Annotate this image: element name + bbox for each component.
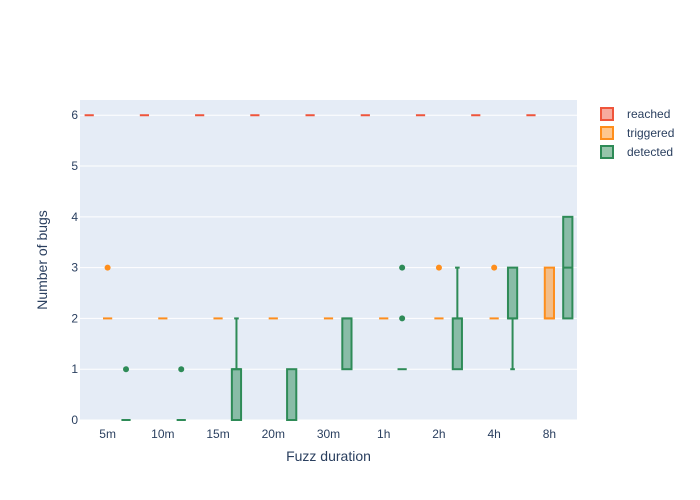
detected-box (286, 368, 298, 422)
legend-item-reached: reached (600, 107, 670, 121)
x-tick-label: 4h (487, 427, 500, 441)
x-tick-label: 20m (262, 427, 285, 441)
legend-item-detected: detected (600, 145, 673, 159)
x-axis-ticks: 5m 10m 15m 20m 30m 1h 2h 4h 8h (99, 427, 556, 441)
box-body (341, 317, 353, 371)
detected-box (176, 366, 186, 421)
y-tick-label: 3 (71, 261, 78, 275)
triggered-box (543, 266, 555, 320)
detected-box (451, 266, 463, 371)
outlier-point (435, 264, 442, 271)
legend-swatch (600, 145, 614, 159)
legend: reached triggered detected (600, 107, 674, 159)
y-axis-title: Number of bugs (34, 210, 50, 310)
outlier-point (491, 264, 498, 271)
box-body (543, 266, 555, 320)
y-axis-ticks: 0 1 2 3 4 5 6 (71, 108, 78, 427)
legend-label: detected (627, 145, 673, 159)
detected-box (121, 366, 131, 421)
outlier-point (123, 366, 130, 373)
x-axis-title: Fuzz duration (286, 448, 371, 464)
outlier-point (399, 264, 406, 271)
outlier-point (178, 366, 185, 373)
box-groups (84, 114, 574, 422)
x-tick-label: 1h (377, 427, 390, 441)
legend-label: triggered (627, 126, 674, 140)
triggered-box (434, 264, 444, 320)
box-body (286, 368, 298, 422)
legend-item-triggered: triggered (600, 126, 674, 140)
y-tick-label: 4 (71, 210, 78, 224)
y-tick-label: 0 (71, 413, 78, 427)
outlier-point (104, 264, 111, 271)
x-tick-label: 30m (317, 427, 340, 441)
x-tick-label: 10m (151, 427, 174, 441)
triggered-box (103, 264, 113, 320)
legend-swatch (600, 126, 614, 140)
detected-box (397, 264, 407, 371)
detected-box (341, 317, 353, 371)
plot-area (80, 100, 577, 420)
y-tick-label: 1 (71, 362, 78, 376)
y-tick-label: 6 (71, 108, 78, 122)
detected-box (506, 266, 519, 371)
box-body (451, 317, 463, 371)
legend-swatch (600, 107, 614, 121)
detected-box (230, 317, 243, 422)
legend-label: reached (627, 107, 670, 121)
y-tick-label: 5 (71, 159, 78, 173)
x-tick-label: 8h (543, 427, 556, 441)
x-tick-label: 2h (432, 427, 445, 441)
box-body (230, 368, 243, 422)
triggered-box (489, 264, 499, 320)
box-body (506, 266, 519, 320)
x-tick-label: 5m (99, 427, 116, 441)
y-tick-label: 2 (71, 311, 78, 325)
x-tick-label: 15m (206, 427, 229, 441)
detected-box (562, 215, 574, 320)
outlier-point (399, 315, 406, 322)
